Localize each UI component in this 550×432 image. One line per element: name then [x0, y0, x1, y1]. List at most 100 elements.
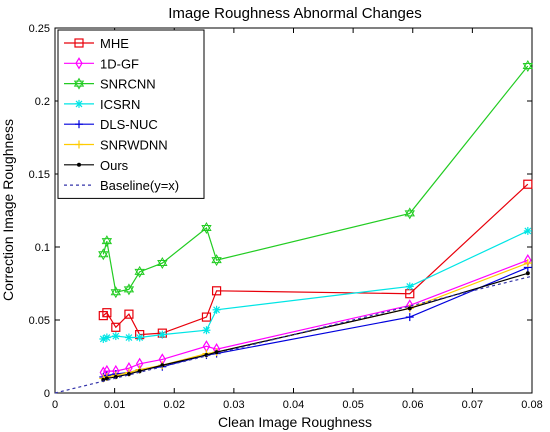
- data-point-icsrn: [111, 332, 120, 341]
- data-point-icsrn: [135, 333, 144, 342]
- y-tick-label: 0.05: [29, 315, 50, 327]
- series-icsrn: [99, 226, 532, 343]
- x-tick-label: 0.01: [104, 399, 125, 411]
- data-point-snrcnn-a: [101, 235, 113, 245]
- data-point-mhe: [102, 308, 112, 318]
- legend-label-mhe: MHE: [100, 36, 129, 51]
- data-point-snrcnn-b: [404, 210, 415, 220]
- data-point-snrcnn-b: [134, 268, 145, 278]
- data-point-snrcnn-b: [110, 289, 122, 299]
- data-point-icsrn-d2: [203, 326, 210, 334]
- data-point-icsrn: [124, 333, 133, 342]
- y-tick-label: 0.25: [29, 23, 50, 35]
- x-tick-label: 0.07: [462, 399, 483, 411]
- data-point-mhe: [124, 309, 134, 319]
- legend: MHE 1D-GF SNRCNN ICSRN DLS-NUC SNRWDNN Ours Bas…: [57, 29, 205, 199]
- data-point-snrcnn-a: [98, 248, 109, 258]
- data-point-ours: [104, 376, 109, 381]
- series-snrcnn: [98, 59, 534, 299]
- data-point-snrcnn: [522, 59, 534, 72]
- x-tick-label: 0.06: [402, 399, 423, 411]
- data-point-icsrn-d2: [524, 227, 532, 235]
- data-point-snrcnn-a: [157, 257, 168, 267]
- legend-marker-icsrn-d2: [75, 100, 83, 108]
- data-point-snrcnn-b: [201, 225, 212, 235]
- x-tick-label: 0.08: [521, 399, 542, 411]
- data-point-icsrn-d2: [103, 334, 111, 341]
- data-point-icsrn-d2: [406, 282, 414, 290]
- x-tick-label: 0: [52, 399, 58, 411]
- data-point-snrcnn-a: [201, 222, 212, 232]
- x-axis-label: Clean Image Roughness: [218, 414, 372, 430]
- data-point-ours: [126, 372, 131, 377]
- legend-box: [57, 29, 205, 199]
- data-point-icsrn: [102, 333, 111, 342]
- legend-label-snrwdnn: SNRWDNN: [100, 138, 168, 153]
- data-point-snrcnn: [404, 207, 415, 220]
- data-point-mhe: [201, 312, 212, 322]
- data-point-ours: [525, 271, 530, 276]
- series-line-snrcnn: [102, 65, 529, 293]
- data-point-snrcnn: [98, 248, 109, 261]
- data-point-snrcnn-a: [404, 207, 415, 217]
- data-point-mhe: [523, 179, 533, 189]
- legend-marker-mhe: [74, 38, 84, 48]
- data-point-mhe: [211, 286, 222, 296]
- y-tick-label: 0: [44, 388, 50, 400]
- data-point-snrcnn: [123, 283, 135, 296]
- legend-label-ours: Ours: [100, 158, 129, 173]
- legend-marker-1d-gf: [75, 57, 83, 70]
- data-point-snrcnn: [201, 222, 212, 235]
- legend-label-1d-gf: 1D-GF: [100, 56, 139, 71]
- data-point-mhe: [111, 322, 121, 332]
- x-tick-label: 0.03: [223, 399, 244, 411]
- legend-marker-ours: [77, 162, 81, 167]
- series-snrwdnn: [99, 259, 532, 383]
- x-tick-label: 0.02: [164, 399, 185, 411]
- series-line-snrwdnn: [103, 262, 529, 379]
- chart-title: Image Roughness Abnormal Changes: [168, 5, 422, 22]
- data-point-snrcnn-b: [157, 260, 168, 270]
- data-point-icsrn-d2: [125, 334, 133, 341]
- legend-marker-snrwdnn: [75, 140, 83, 149]
- data-point-snrcnn-a: [134, 265, 145, 275]
- data-point-snrcnn: [101, 235, 113, 248]
- data-point-snrcnn: [157, 257, 168, 270]
- data-point-icsrn: [212, 305, 221, 314]
- data-point-icsrn-d2: [112, 332, 120, 340]
- data-point-icsrn: [202, 326, 211, 335]
- data-point-snrcnn-b: [211, 257, 222, 267]
- x-tick-label: 0.04: [283, 399, 304, 411]
- series-1d-gf: [99, 253, 532, 379]
- x-tick-label: 0.05: [342, 399, 363, 411]
- legend-marker-dls-nuc: [75, 120, 83, 129]
- data-point-snrcnn-a: [110, 286, 122, 296]
- series-line-dls-nuc: [103, 266, 529, 378]
- y-axis-label: Correction Image Roughness: [0, 119, 16, 301]
- y-tick-label: 0.2: [35, 96, 50, 108]
- legend-marker-snrcnn: [73, 77, 85, 90]
- data-point-snrcnn: [211, 254, 222, 267]
- data-point-snrcnn: [110, 286, 122, 299]
- y-tick-label: 0.15: [29, 169, 50, 181]
- legend-marker-snrcnn-a: [73, 77, 85, 87]
- data-point-icsrn: [158, 330, 167, 339]
- y-tick-label: 0.1: [35, 242, 50, 254]
- data-point-snrwdnn: [523, 259, 532, 268]
- legend-label-dls-nuc: DLS-NUC: [100, 117, 158, 132]
- legend-label-snrcnn: SNRCNN: [100, 77, 156, 92]
- data-point-icsrn: [405, 282, 414, 291]
- data-point-snrcnn-b: [101, 238, 113, 248]
- data-point-icsrn: [523, 226, 532, 235]
- data-point-snrcnn-a: [211, 254, 222, 264]
- series-line-icsrn: [103, 230, 529, 340]
- data-point-ours: [160, 363, 165, 368]
- data-point-icsrn-d2: [213, 306, 221, 314]
- legend-marker-icsrn: [75, 99, 83, 108]
- series-dls-nuc: [99, 263, 532, 381]
- series-line-baseline-y-x: [54, 275, 533, 394]
- series-line-1d-gf: [103, 259, 529, 374]
- data-point-icsrn-d2: [136, 334, 144, 341]
- data-point-snrcnn-a: [123, 283, 135, 293]
